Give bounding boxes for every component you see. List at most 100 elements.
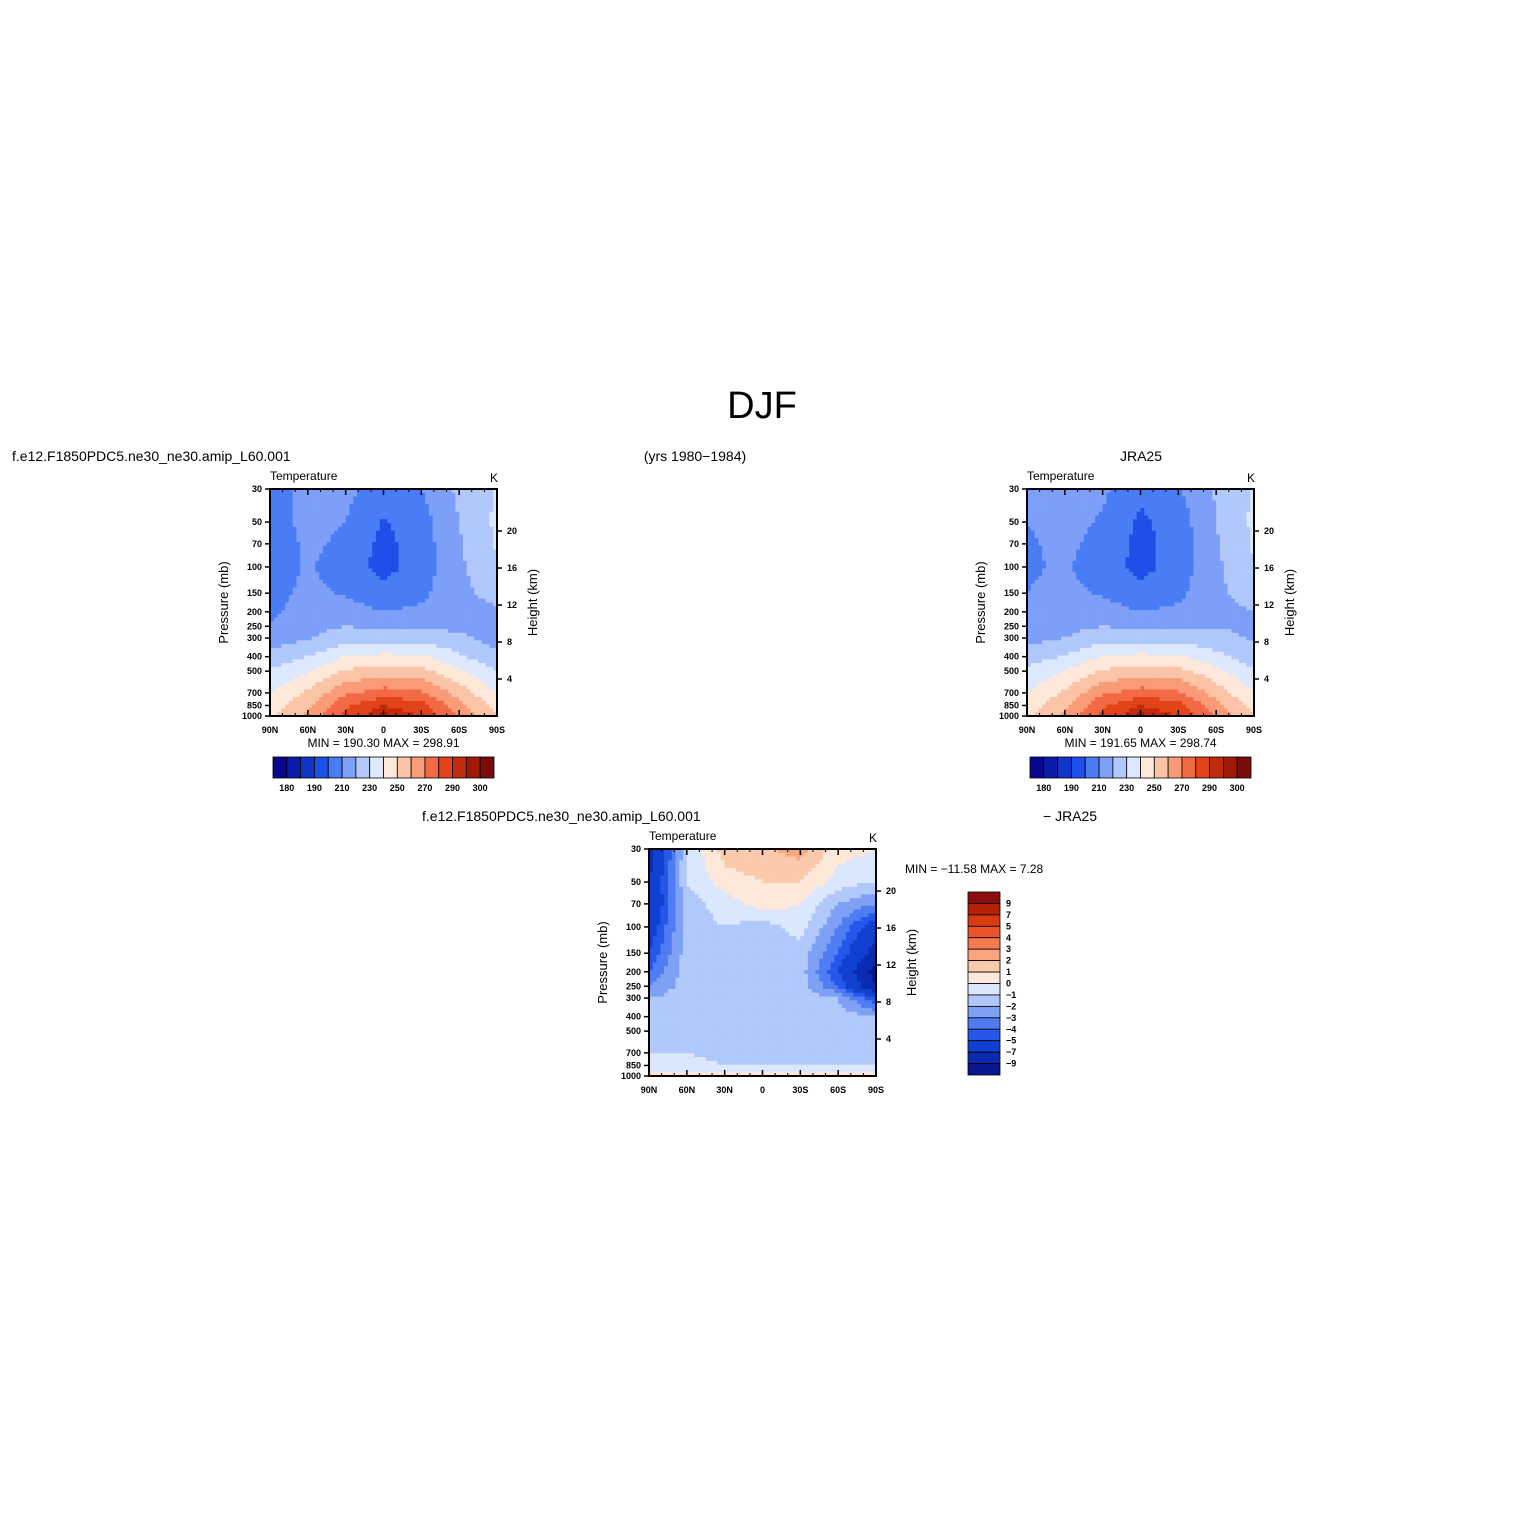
model-cell (281, 538, 286, 543)
model-cell (406, 659, 411, 664)
model-cell (338, 606, 343, 611)
obs-cell (1201, 545, 1206, 551)
model-cell (459, 564, 464, 570)
obs-cell (1106, 564, 1111, 570)
model-cell (444, 553, 449, 558)
model-cell (281, 553, 286, 558)
obs-cell (1223, 504, 1229, 509)
model-cell (375, 511, 381, 517)
model-cell (375, 576, 381, 581)
model-cell (273, 640, 279, 645)
model-cell (470, 704, 475, 710)
obs-cell (1246, 492, 1251, 498)
model-cell (281, 700, 286, 706)
model-cell (345, 670, 351, 675)
model-cell (281, 685, 286, 691)
obs-cell (1132, 541, 1138, 547)
obs-cell (1072, 541, 1077, 547)
model-cell (364, 587, 369, 592)
model-cell (447, 647, 453, 653)
obs-cell (1140, 560, 1145, 566)
obs-cell (1072, 526, 1077, 532)
obs-cell (1057, 519, 1062, 524)
model-cell (451, 685, 456, 691)
obs-cell (1148, 564, 1153, 570)
model-cell (391, 576, 396, 581)
obs-cell (1182, 504, 1187, 509)
model-cell (334, 697, 339, 702)
model-cell (489, 568, 494, 573)
model-cell (300, 628, 305, 634)
model-cell (428, 492, 434, 498)
model-cell (459, 568, 464, 573)
model-cell (466, 549, 472, 554)
model-cell (489, 523, 494, 528)
model-cell (353, 519, 358, 524)
obs-cell (1216, 564, 1221, 570)
model-cell (478, 534, 483, 539)
model-cell (345, 541, 351, 547)
model-cell (311, 568, 316, 573)
model-cell (300, 678, 305, 683)
model-cell (493, 519, 498, 524)
model-cell (304, 538, 309, 543)
obs-cell (1121, 553, 1126, 558)
obs-cell (1091, 538, 1096, 543)
obs-cell (1129, 504, 1134, 509)
model-cell (273, 579, 279, 585)
model-cell (394, 564, 400, 570)
model-cell (315, 545, 320, 551)
model-cell (296, 610, 301, 615)
model-cell (307, 628, 313, 634)
obs-cell (1034, 489, 1039, 494)
model-cell (304, 511, 309, 517)
model-cell (417, 545, 422, 551)
model-cell (428, 644, 434, 649)
model-cell (345, 697, 351, 702)
model-cell (387, 651, 392, 657)
model-cell (474, 636, 479, 641)
model-cell (315, 666, 320, 672)
obs-cell (1045, 526, 1051, 532)
model-cell (387, 666, 392, 672)
model-cell (470, 617, 475, 623)
obs-cell (1223, 541, 1229, 547)
obs-cell (1091, 557, 1096, 562)
obs-cell (1045, 500, 1051, 505)
model-cell (417, 594, 422, 600)
model-cell (432, 640, 438, 645)
model-cell (375, 587, 381, 592)
obs-cell (1076, 504, 1081, 509)
model-cell (447, 568, 453, 573)
model-cell (322, 549, 328, 554)
obs-cell (1061, 549, 1066, 554)
model-cell (383, 583, 388, 588)
model-cell (459, 655, 464, 660)
model-cell (485, 549, 491, 554)
model-cell (409, 507, 415, 513)
model-cell (447, 500, 453, 505)
model-cell (277, 504, 282, 509)
model-cell (307, 530, 313, 535)
obs-cell (1098, 534, 1104, 539)
model-cell (311, 636, 316, 641)
model-cell (474, 504, 479, 509)
model-cell (447, 492, 453, 498)
obs-cell (1178, 530, 1183, 535)
model-cell (375, 538, 381, 543)
obs-cell (1216, 534, 1221, 539)
model-cell (315, 549, 320, 554)
model-cell (402, 511, 407, 517)
obs-cell (1064, 541, 1070, 547)
model-cell (485, 602, 491, 607)
obs-cell (1170, 564, 1176, 570)
model-cell (466, 523, 472, 528)
model-cell (481, 572, 487, 577)
obs-cell (1125, 564, 1130, 570)
model-cell (398, 659, 404, 664)
model-cell (357, 636, 362, 641)
model-cell (368, 492, 373, 498)
model-cell (413, 572, 419, 577)
model-cell (304, 704, 309, 710)
model-cell (440, 489, 445, 494)
